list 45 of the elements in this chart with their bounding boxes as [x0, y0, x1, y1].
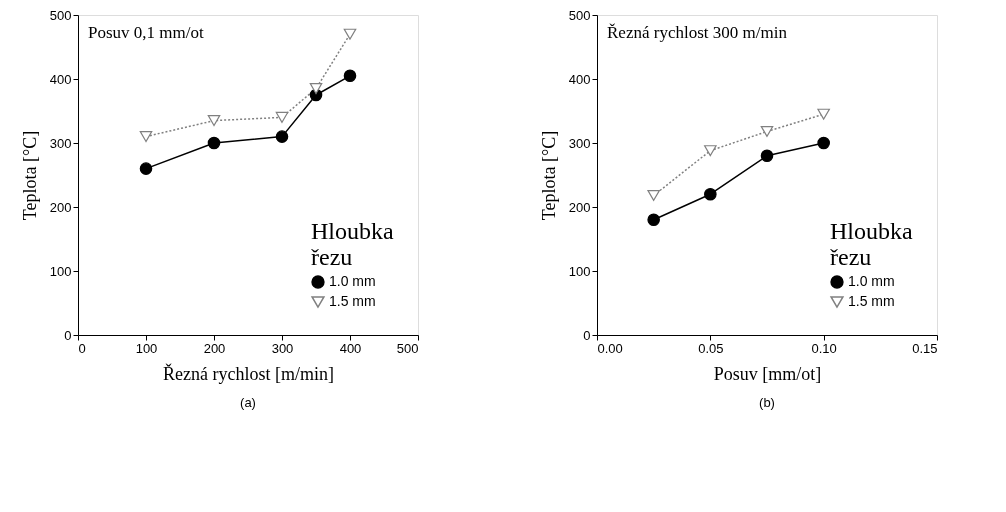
y-tick-label: 400: [49, 71, 72, 87]
y-tick-label: 500: [49, 7, 72, 23]
x-tick-label: 200: [203, 340, 226, 356]
y-tick-label: 200: [49, 199, 72, 215]
x-tick-label: 500: [396, 340, 419, 356]
legend-label: 1.5 mm: [848, 293, 895, 309]
x-tick-label: 300: [271, 340, 294, 356]
text: (a): [240, 395, 256, 410]
legend-title: Hloubka řezu: [830, 218, 913, 270]
point: [309, 83, 323, 95]
point: [139, 131, 153, 143]
x-tick-label: 0.10: [811, 340, 837, 356]
point: [207, 136, 221, 150]
x-tick-label: 0.15: [912, 340, 938, 356]
x-tick-label: 0.00: [597, 340, 623, 356]
y-tick-label: 500: [568, 7, 591, 23]
legend-label: 1.0 mm: [329, 273, 376, 289]
y-tick-label: 300: [568, 135, 591, 151]
legend-title: Hloubka řezu: [311, 218, 394, 270]
point: [139, 162, 153, 175]
y-tick-label: 300: [49, 135, 72, 151]
y-axis-title: Teplota [°C]: [19, 130, 40, 221]
legend-label: 1.5 mm: [329, 293, 376, 309]
y-tick-label: 0: [583, 327, 591, 343]
legend-label: 1.0 mm: [848, 273, 895, 289]
x-tick-label: 0.05: [698, 340, 724, 356]
text: (b): [759, 395, 775, 410]
y-tick-label: 0: [64, 327, 72, 343]
y-axis-title: Teplota [°C]: [538, 130, 559, 221]
annotation: Řezná rychlost 300 m/min: [607, 23, 788, 42]
point: [343, 28, 357, 40]
point: [207, 115, 221, 127]
x-tick-label: 400: [339, 340, 362, 356]
x-axis-title: Posuv [mm/ot]: [713, 363, 822, 384]
y-tick-label: 100: [49, 263, 72, 279]
point: [275, 130, 289, 143]
x-tick-label: 0: [78, 340, 86, 356]
x-tick-label: 100: [135, 340, 158, 356]
point: [275, 111, 289, 123]
point: [343, 69, 357, 83]
y-tick-label: 100: [568, 263, 591, 279]
y-tick-label: 400: [568, 71, 591, 87]
y-tick-label: 200: [568, 199, 591, 215]
annotation: Posuv 0,1 mm/ot: [88, 23, 204, 42]
x-axis-title: Řezná rychlost [m/min]: [163, 362, 334, 384]
